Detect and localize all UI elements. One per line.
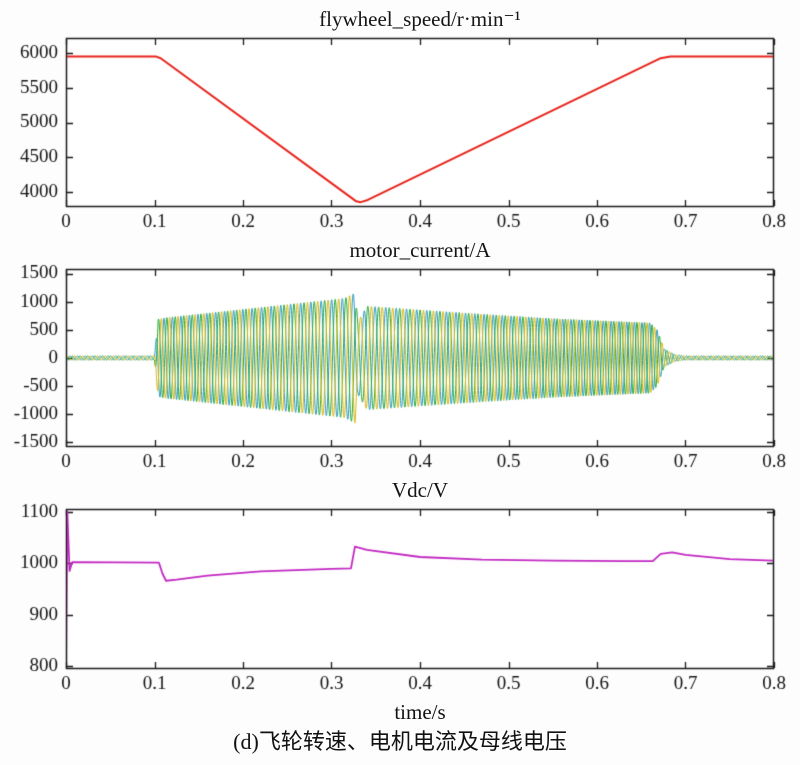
chart-motor-current: motor_current/A [0, 237, 800, 477]
figure-caption: (d)飞轮转速、电机电流及母线电压 [233, 729, 567, 754]
chart-title-motor-current: motor_current/A [349, 238, 491, 262]
chart-flywheel-speed: flywheel_speed/r·min⁻¹ [0, 6, 800, 237]
vdc-plot [0, 503, 800, 699]
chart-title-vdc: Vdc/V [392, 478, 448, 502]
chart-vdc: Vdc/V [0, 477, 800, 699]
chart-title-flywheel-speed: flywheel_speed/r·min⁻¹ [319, 7, 521, 31]
x-axis-label: time/s [394, 700, 446, 724]
motor-current-plot [0, 263, 800, 477]
flywheel-speed-plot [0, 32, 800, 237]
